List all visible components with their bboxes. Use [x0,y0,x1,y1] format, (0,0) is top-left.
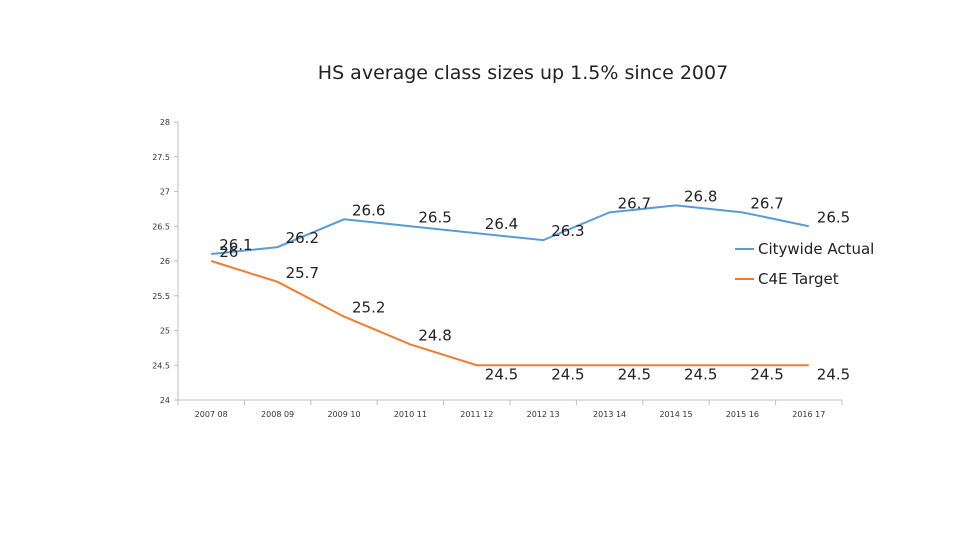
y-tick-label: 24.5 [152,361,170,370]
data-label: 26.8 [684,187,717,205]
data-label: 24.5 [485,365,518,383]
x-tick-label: 2012 13 [527,410,560,419]
data-label: 26.7 [750,194,783,212]
data-labels: 26.1 26.2 26.6 26.5 26.4 26.3 26.7 26.8 26.7 26.5… [219,187,850,383]
y-tick-label: 28 [160,118,170,127]
data-label: 24.5 [551,365,584,383]
x-tick-label: 2016 17 [792,410,825,419]
data-label: 26.7 [618,194,651,212]
chart-title: HS average class sizes up 1.5% since 200… [317,62,729,84]
x-tick-labels: 2007 08 2008 09 2009 10 2010 11 2011 12 2012 … [177,400,843,419]
x-tick-label: 2015 16 [726,410,759,419]
series-line-c4e-target [210,260,809,367]
data-label: 26.3 [551,222,584,240]
y-tick-label: 26 [160,257,170,266]
y-tick-label: 25.5 [152,292,170,301]
data-label: 24.8 [418,326,451,344]
y-tick-labels: 24 24.5 25 25.5 26 26.5 27 27.5 28 [152,118,178,405]
data-label: 24.5 [817,365,850,383]
y-tick-label: 25 [160,327,170,336]
data-label: 24.5 [618,365,651,383]
legend-label: Citywide Actual [758,240,874,258]
data-label: 25.2 [352,299,385,317]
x-tick-label: 2013 14 [593,410,626,419]
y-tick-label: 27.5 [152,153,170,162]
data-label: 26.4 [485,215,518,233]
axes [177,122,842,401]
x-tick-label: 2010 11 [394,410,427,419]
series-lines [210,204,810,367]
y-tick-label: 26.5 [152,222,170,231]
data-label: 24.5 [684,365,717,383]
x-tick-label: 2014 15 [659,410,692,419]
data-label: 26 [219,243,238,261]
y-tick-label: 24 [160,396,170,405]
x-tick-label: 2011 12 [460,410,493,419]
legend: Citywide Actual C4E Target [735,240,874,288]
x-tick-label: 2007 08 [195,410,228,419]
y-tick-label: 27 [160,188,170,197]
data-label: 26.2 [286,229,319,247]
x-tick-label: 2008 09 [261,410,294,419]
data-label: 26.5 [817,208,850,226]
data-label: 26.6 [352,201,385,219]
data-label: 24.5 [750,365,783,383]
data-label: 26.1 [219,236,252,254]
x-tick-label: 2009 10 [327,410,360,419]
legend-label: C4E Target [758,270,839,288]
data-label: 26.5 [418,208,451,226]
data-label: 25.7 [286,264,319,282]
series-line-citywide-actual [211,204,810,256]
